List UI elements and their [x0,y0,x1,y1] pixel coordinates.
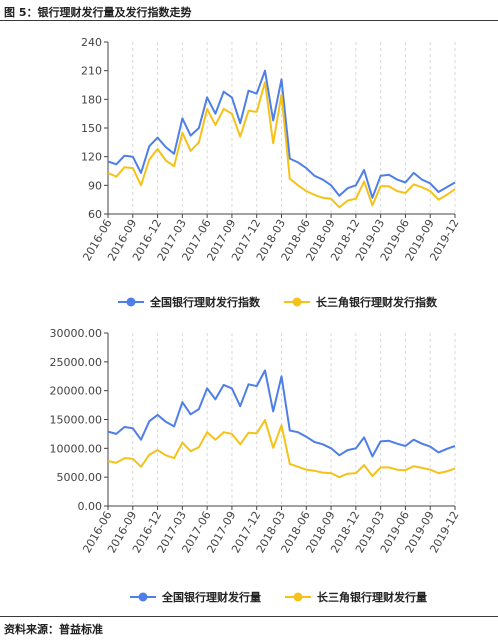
y-tick-label: 10000.00 [50,442,103,455]
y-tick-label: 25000.00 [50,356,103,369]
y-tick-label: 60 [88,208,102,221]
y-tick-label: 20000.00 [50,385,103,398]
legend-marker-1 [292,297,302,307]
series-line-0 [107,69,456,199]
y-tick-label: 30000.00 [50,327,103,340]
legend-label-1: 长三角银行理财发行量 [317,590,427,604]
y-tick-label: 5000.00 [57,471,103,484]
y-tick-label: 240 [81,36,102,49]
legend-marker-1 [293,592,303,602]
y-tick-label: 180 [81,93,102,106]
legend-marker-0 [126,297,136,307]
y-tick-label: 90 [88,179,102,192]
source-note: 资料来源：普益标准 [4,623,103,636]
y-tick-label: 0.00 [78,500,103,513]
issuance-volume-chart: 30000.00 25000.00 20000.00 15000.00 10000.00… [50,327,462,604]
y-tick-label: 120 [81,151,102,164]
y-tick-label: 15000.00 [50,414,103,427]
y-tick-label: 150 [81,122,102,135]
series-line-0 [107,369,456,458]
y-tick-label: 210 [81,65,102,78]
legend-label-1: 长三角银行理财发行指数 [316,295,438,309]
series-line-1 [107,81,456,209]
top-divider [0,20,498,21]
issuance-index-chart: 24021018015012090602016-062016-092016-12… [80,36,461,309]
legend-label-0: 全国银行理财发行指数 [149,295,261,309]
legend-label-0: 全国银行理财发行量 [161,590,261,604]
series-line-1 [107,419,456,479]
bottom-divider [0,616,498,617]
figure-title: 图 5：银行理财发行量及发行指数走势 [4,6,192,19]
legend-marker-0 [138,592,148,602]
